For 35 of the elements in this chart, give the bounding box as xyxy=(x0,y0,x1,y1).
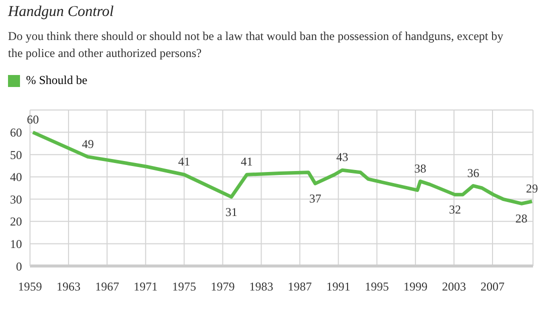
data-label: 49 xyxy=(82,136,94,151)
data-label: 60 xyxy=(26,112,39,126)
data-label: 41 xyxy=(178,154,190,169)
data-label: 36 xyxy=(467,166,480,180)
data-label: 29 xyxy=(526,181,538,196)
x-tick-label: 1999 xyxy=(403,280,428,294)
data-label: 28 xyxy=(515,212,528,226)
data-label: 37 xyxy=(309,192,322,206)
x-tick-label: 1991 xyxy=(326,280,350,294)
x-tick-label: 1967 xyxy=(95,280,120,294)
chart-title: Handgun Control xyxy=(8,4,114,21)
x-tick-label: 1975 xyxy=(172,280,196,294)
x-tick-label: 1987 xyxy=(288,280,312,294)
x-tick-label: 2007 xyxy=(480,280,505,294)
data-label: 32 xyxy=(448,202,461,217)
data-label: 38 xyxy=(414,161,426,176)
chart-subtitle: Do you think there should or should not be a law that would ban the possession of handguns, except by the police and other authorized persons? xyxy=(8,28,504,62)
data-label: 31 xyxy=(225,204,238,219)
x-tick-label: 1983 xyxy=(249,280,274,294)
y-tick-label: 20 xyxy=(10,214,22,229)
x-tick-label: 2003 xyxy=(442,280,466,294)
data-label: 41 xyxy=(240,154,253,169)
y-tick-label: 30 xyxy=(10,192,22,206)
x-tick-label: 1971 xyxy=(134,280,158,294)
x-tick-label: 1995 xyxy=(364,280,389,294)
x-tick-label: 1963 xyxy=(56,280,81,294)
data-label: 43 xyxy=(336,150,348,164)
y-tick-label: 40 xyxy=(10,170,22,184)
y-tick-label: 10 xyxy=(10,236,22,251)
x-tick-label: 1959 xyxy=(18,280,42,294)
y-tick-label: 50 xyxy=(10,148,22,162)
x-tick-label: 1979 xyxy=(210,280,235,294)
y-tick-label: 0 xyxy=(16,259,22,274)
legend-label: % Should be xyxy=(26,73,88,88)
y-tick-label: 60 xyxy=(10,126,22,140)
